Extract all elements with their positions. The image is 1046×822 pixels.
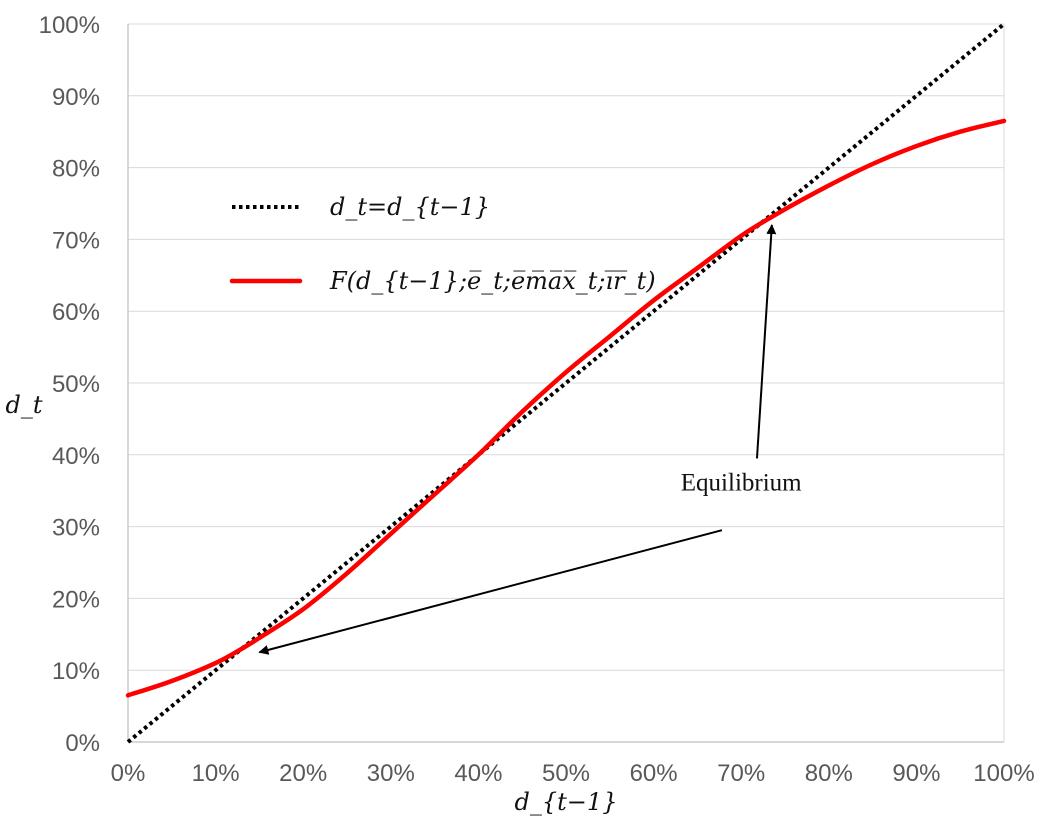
y-tick-label: 20% bbox=[52, 586, 100, 613]
annotation-text: Equilibrium bbox=[681, 470, 802, 497]
series-layer bbox=[125, 22, 1007, 744]
annotation-arrow bbox=[755, 224, 777, 459]
legend-label: d_t=d_{t−1} bbox=[330, 193, 490, 221]
y-tick-label: 40% bbox=[52, 443, 100, 470]
y-tick-label: 50% bbox=[52, 371, 100, 398]
axes bbox=[127, 24, 1004, 743]
y-tick-label: 80% bbox=[52, 156, 100, 183]
series-line-F bbox=[125, 118, 1007, 698]
y-tick-label: 10% bbox=[52, 658, 100, 685]
gridlines bbox=[128, 23, 1005, 742]
y-tick-label: 0% bbox=[65, 730, 100, 757]
legend: d_t=d_{t−1} F(d_{t−1};e̅_t;e̅m̅a̅x̅_t;i̅r… bbox=[229, 193, 656, 295]
x-axis-title: d_{t−1} bbox=[515, 788, 618, 816]
y-tick-label: 30% bbox=[52, 515, 100, 542]
x-tick-label: 50% bbox=[542, 760, 590, 787]
y-tick-label: 70% bbox=[52, 227, 100, 254]
x-tick-label: 70% bbox=[717, 760, 765, 787]
x-tick-label: 60% bbox=[630, 760, 678, 787]
y-tick-label: 100% bbox=[39, 12, 100, 39]
x-tick-label: 40% bbox=[454, 760, 502, 787]
annotation-layer: Equilibrium bbox=[258, 224, 802, 655]
x-tick-label: 20% bbox=[279, 760, 327, 787]
x-tick-label: 10% bbox=[192, 760, 240, 787]
y-tick-label: 90% bbox=[52, 84, 100, 111]
x-tick-label: 80% bbox=[805, 760, 853, 787]
annotation-arrow bbox=[258, 529, 723, 655]
legend-label: F(d_{t−1};e̅_t;e̅m̅a̅x̅_t;i̅r̅_t) bbox=[329, 267, 656, 295]
y-axis-title: d_t bbox=[5, 391, 42, 419]
x-tick-label: 30% bbox=[367, 760, 415, 787]
x-tick-label: 100% bbox=[973, 760, 1034, 787]
y-tick-label: 60% bbox=[52, 299, 100, 326]
tick-labels: 0% 10% 20% 30% 40% 50% 60% 70% 80% 90% 100% 0% 10% 20… bbox=[39, 12, 1035, 787]
axis-titles: d_{t−1} d_t bbox=[5, 391, 617, 816]
x-tick-label: 0% bbox=[111, 760, 146, 787]
x-tick-label: 90% bbox=[892, 760, 940, 787]
